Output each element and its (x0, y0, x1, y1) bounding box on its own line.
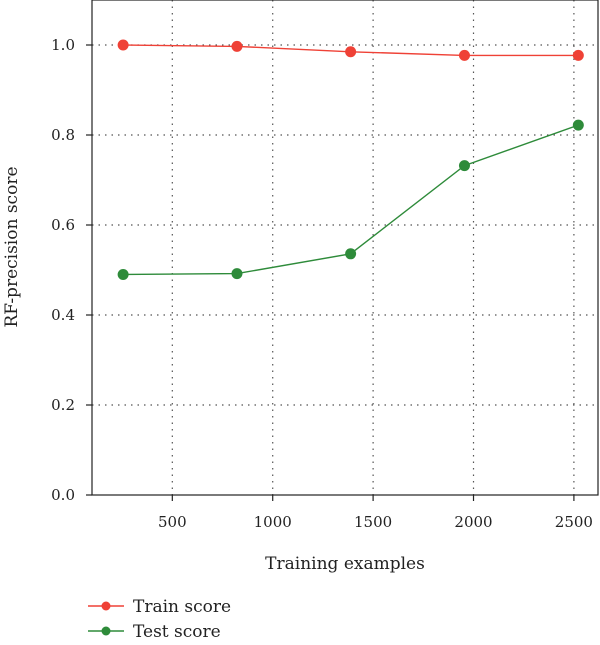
data-point-train-score (117, 39, 129, 51)
x-axis-label: Training examples (265, 554, 425, 574)
legend-label-train: Train score (133, 597, 231, 617)
x-tick-label: 1000 (254, 513, 292, 531)
legend: Train score Test score (88, 597, 231, 642)
data-point-train-score (345, 46, 357, 58)
series-train-score (117, 39, 584, 61)
y-tick-label: 0.8 (51, 126, 75, 144)
plot-frame (91, 0, 599, 496)
axis-ticks: 500 1000 1500 2000 2500 0.0 0.2 0.4 0.6 0.8 1.0 (51, 36, 593, 531)
y-tick-label: 1.0 (51, 36, 75, 54)
x-tick-label: 2500 (555, 513, 593, 531)
legend-label-test: Test score (133, 622, 221, 642)
data-point-train-score (231, 40, 243, 52)
legend-swatch-marker-train (101, 601, 111, 611)
series-test-score (117, 119, 584, 280)
y-tick-label: 0.6 (51, 216, 75, 234)
y-tick-label: 0.4 (51, 306, 75, 324)
data-point-test-score (231, 268, 243, 280)
data-point-train-score (572, 49, 584, 61)
data-point-test-score (345, 248, 357, 260)
legend-swatch-marker-test (101, 626, 111, 636)
x-tick-label: 1500 (354, 513, 392, 531)
y-tick-label: 0.0 (51, 486, 75, 504)
data-point-train-score (458, 49, 470, 61)
grid-lines (92, 0, 598, 495)
x-tick-label: 500 (158, 513, 187, 531)
data-point-test-score (117, 269, 129, 280)
y-tick-label: 0.2 (51, 396, 75, 414)
data-point-test-score (458, 160, 470, 172)
x-tick-label: 2000 (454, 513, 492, 531)
data-point-test-score (572, 119, 584, 131)
y-axis-label: RF-precision score (2, 166, 22, 327)
legend-item-test: Test score (88, 622, 221, 642)
legend-item-train: Train score (88, 597, 231, 617)
series-layer (117, 39, 584, 280)
